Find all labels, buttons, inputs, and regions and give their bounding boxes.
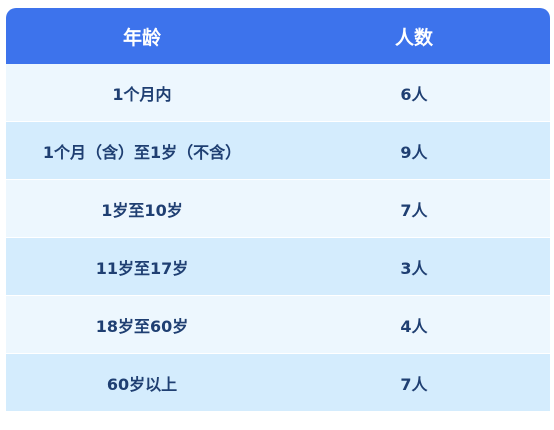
table-row: 18岁至60岁 4人 bbox=[6, 296, 550, 353]
table-row: 1个月内 6人 bbox=[6, 64, 550, 121]
count-cell: 9人 bbox=[400, 142, 428, 162]
age-cell: 11岁至17岁 bbox=[95, 258, 189, 278]
count-cell: 3人 bbox=[400, 258, 428, 278]
age-cell: 1个月（含）至1岁（不含） bbox=[42, 142, 242, 162]
count-cell: 7人 bbox=[400, 374, 428, 394]
table-row: 1岁至10岁 7人 bbox=[6, 180, 550, 237]
header-age: 年龄 bbox=[122, 26, 161, 49]
age-cell: 1个月内 bbox=[112, 84, 172, 104]
table-row: 11岁至17岁 3人 bbox=[6, 238, 550, 295]
age-count-table: 年龄 人数 1个月内 6人 1个月（含）至1岁（不含） 9人 1岁至10岁 7人… bbox=[6, 8, 550, 426]
age-cell: 18岁至60岁 bbox=[95, 316, 189, 336]
table-row: 1个月（含）至1岁（不含） 9人 bbox=[6, 122, 550, 179]
table-row: 60岁以上 7人 bbox=[6, 354, 550, 411]
count-cell: 6人 bbox=[400, 84, 428, 104]
age-cell: 60岁以上 bbox=[106, 374, 178, 394]
count-cell: 4人 bbox=[400, 316, 428, 336]
table-header: 年龄 人数 bbox=[6, 8, 550, 64]
age-cell: 1岁至10岁 bbox=[101, 200, 183, 220]
header-count: 人数 bbox=[394, 26, 433, 49]
count-cell: 7人 bbox=[400, 200, 428, 220]
